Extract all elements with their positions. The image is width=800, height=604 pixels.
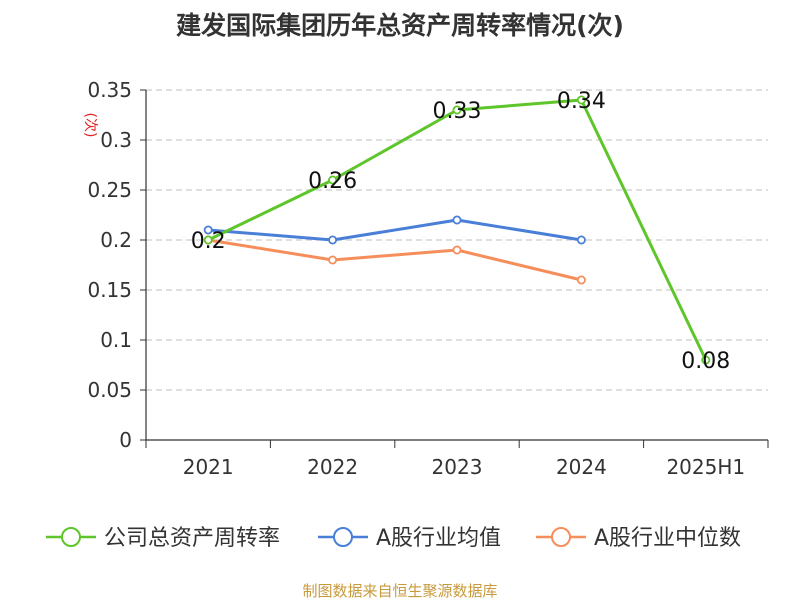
series-layer [203, 95, 711, 365]
legend: 公司总资产周转率 A股行业均值 A股行业中位数 [46, 526, 741, 551]
x-tick-label: 2024 [556, 455, 607, 479]
data-point-0 [576, 95, 586, 105]
data-point-0 [328, 175, 338, 185]
axis-layer: 0 0.05 0.1 0.15 0.2 0.25 0.3 0.35 2021 2022 2023 20… [87, 78, 769, 479]
series-line-2 [207, 238, 582, 282]
data-point-1 [576, 235, 586, 245]
chart-title: 建发国际集团历年总资产周转率情况(次) [176, 11, 624, 40]
y-tick-label: 0.35 [87, 78, 132, 102]
x-tick-label: 2022 [307, 455, 358, 479]
series-line-0 [207, 98, 708, 361]
data-label: 0.34 [557, 89, 606, 114]
y-tick-label: 0 [119, 428, 132, 452]
y-tick-label: 0.15 [87, 278, 132, 302]
x-tick-label: 2023 [432, 455, 483, 479]
legend-label-1: A股行业均值 [376, 526, 501, 551]
data-point-1 [328, 235, 338, 245]
y-tick-label: 0.25 [87, 178, 132, 202]
y-tick-label: 0.05 [87, 378, 132, 402]
data-label: 0.33 [433, 99, 482, 124]
y-tick-label: 0.3 [100, 128, 132, 152]
legend-marker-1 [333, 527, 353, 547]
data-point-2 [328, 255, 338, 265]
y-tick-label: 0.2 [100, 228, 132, 252]
data-point-0 [203, 235, 213, 245]
data-point-1 [203, 225, 213, 235]
x-tick-label: 2025H1 [666, 455, 745, 479]
data-label: 0.26 [308, 169, 357, 194]
data-point-1 [452, 215, 462, 225]
series-line-1 [208, 218, 582, 242]
legend-label-0: 公司总资产周转率 [104, 526, 280, 551]
legend-label-2: A股行业中位数 [594, 526, 741, 551]
grid-layer [146, 89, 768, 391]
data-point-0 [701, 355, 711, 365]
data-point-2 [576, 275, 586, 285]
legend-marker-2 [551, 527, 571, 547]
y-axis-label: (次) [82, 113, 98, 138]
data-label-layer: 0.2 0.26 0.33 0.34 0.08 [191, 89, 731, 374]
data-source-note: 制图数据来自恒生聚源数据库 [302, 582, 497, 600]
y-tick-label: 0.1 [100, 328, 132, 352]
data-point-2 [452, 245, 462, 255]
data-point-0 [452, 105, 462, 115]
legend-marker-0 [61, 527, 81, 547]
data-label: 0.2 [191, 229, 226, 254]
data-label: 0.08 [681, 349, 730, 374]
x-tick-label: 2021 [183, 455, 234, 479]
